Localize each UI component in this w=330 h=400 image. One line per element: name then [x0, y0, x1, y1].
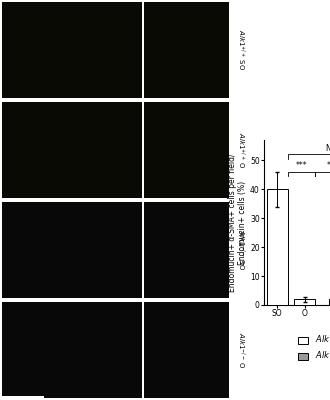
Text: $Alk1^{+/+}$ SO: $Alk1^{+/+}$ SO — [235, 29, 246, 71]
Text: ***: *** — [327, 161, 330, 170]
Text: ***: *** — [296, 161, 307, 170]
Bar — [294, 299, 315, 305]
Bar — [267, 189, 288, 305]
Y-axis label: Endomucin+ α-SMA+ cells per field/
Endomucin+ cells (%): Endomucin+ α-SMA+ cells per field/ Endom… — [228, 153, 247, 292]
Text: $Alk1^{-/-}$ SO: $Alk1^{-/-}$ SO — [235, 229, 246, 271]
Bar — [329, 299, 330, 305]
Text: $Alk1^{+/+}$ O: $Alk1^{+/+}$ O — [235, 132, 246, 168]
Legend: $Alk1^{+/+}$, $Alk1^{-/-}$: $Alk1^{+/+}$, $Alk1^{-/-}$ — [296, 331, 330, 363]
Text: $Alk1^{-/-}$ O: $Alk1^{-/-}$ O — [235, 332, 246, 368]
Text: N.S.: N.S. — [325, 144, 330, 153]
